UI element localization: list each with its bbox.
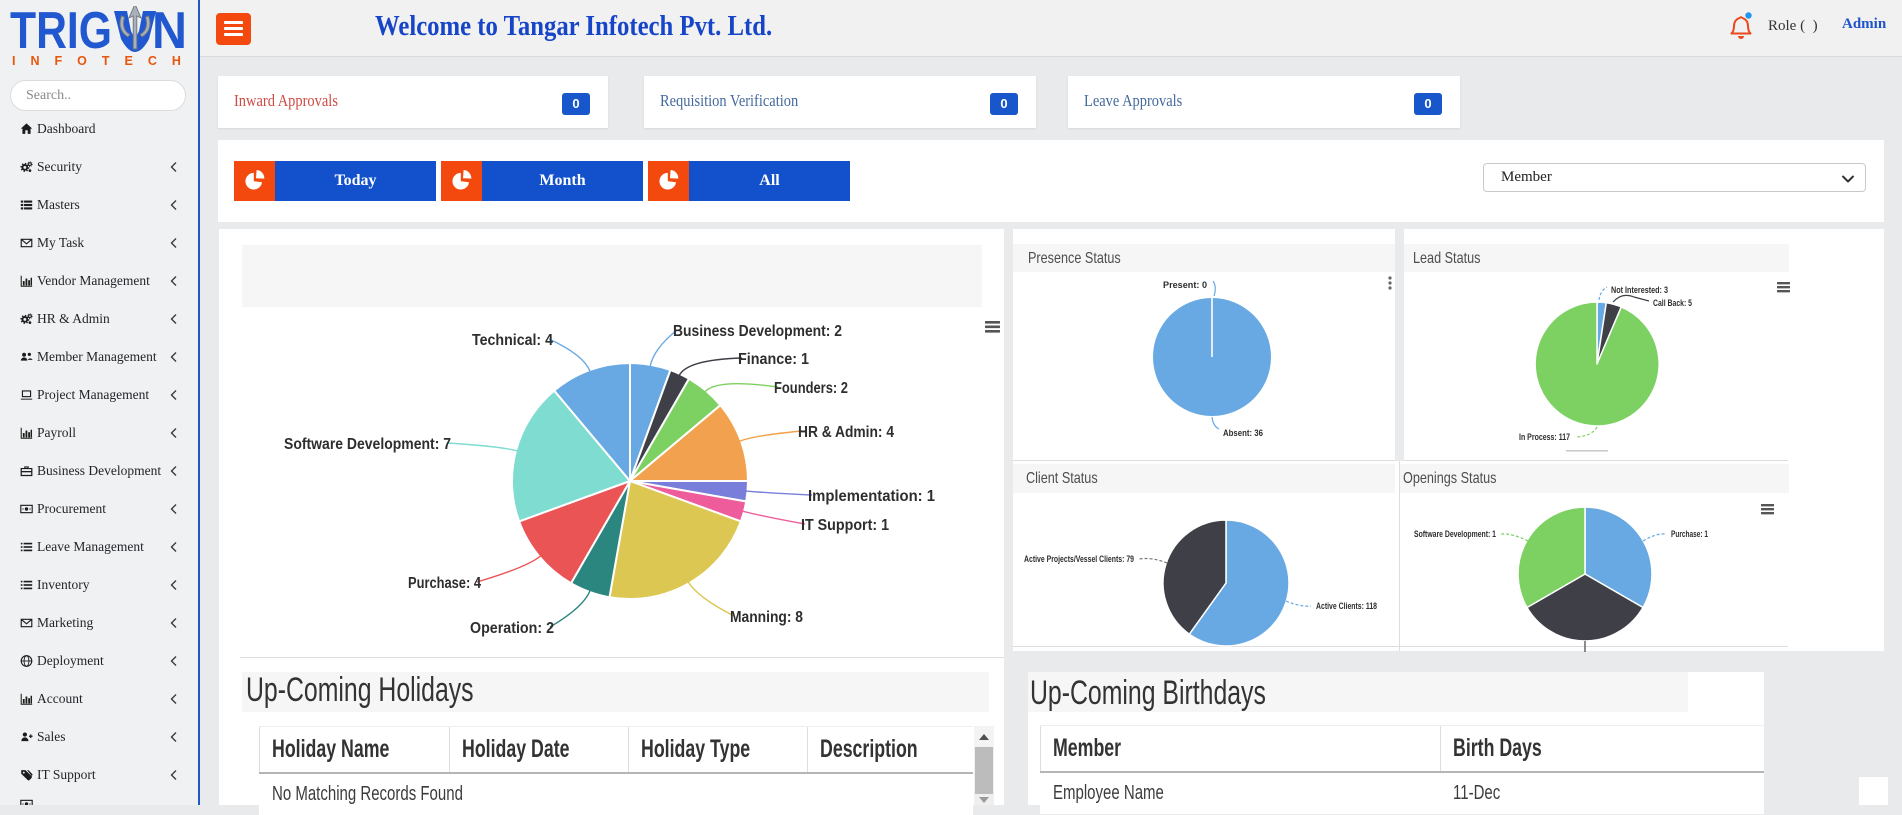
- svg-text:Active Projects/Vessel Clients: Active Projects/Vessel Clients: 79: [1024, 554, 1134, 565]
- svg-text:Absent: 36: Absent: 36: [1223, 428, 1263, 439]
- svg-text:Purchase: 1: Purchase: 1: [1671, 529, 1708, 540]
- svg-text:Call Back: 5: Call Back: 5: [1653, 298, 1693, 309]
- svg-text:Technical: 4: Technical: 4: [472, 332, 553, 349]
- svg-text:In Process: 117: In Process: 117: [1519, 432, 1570, 443]
- svg-text:Finance: 1: Finance: 1: [738, 351, 809, 368]
- svg-text:HR & Admin: 4: HR & Admin: 4: [798, 424, 894, 441]
- svg-text:INFOTECH: INFOTECH: [12, 54, 196, 68]
- svg-text:Not Interested: 3: Not Interested: 3: [1611, 285, 1668, 296]
- svg-text:Software Development: 7: Software Development: 7: [284, 436, 451, 453]
- svg-text:N: N: [152, 6, 187, 60]
- svg-text:TRIG: TRIG: [10, 6, 112, 60]
- svg-text:Business Development: 2: Business Development: 2: [673, 323, 842, 340]
- svg-text:Implementation: 1: Implementation: 1: [808, 488, 935, 505]
- svg-text:Purchase: 4: Purchase: 4: [408, 575, 481, 592]
- svg-text:IT Support: 1: IT Support: 1: [801, 517, 889, 534]
- svg-text:Operation: 2: Operation: 2: [470, 620, 554, 637]
- svg-text:Software Development: 1: Software Development: 1: [1414, 529, 1497, 540]
- svg-text:Present: 0: Present: 0: [1163, 280, 1207, 291]
- svg-text:Active Clients: 118: Active Clients: 118: [1316, 601, 1377, 612]
- svg-text:Founders: 2: Founders: 2: [774, 380, 848, 397]
- svg-text:Manning: 8: Manning: 8: [730, 609, 803, 626]
